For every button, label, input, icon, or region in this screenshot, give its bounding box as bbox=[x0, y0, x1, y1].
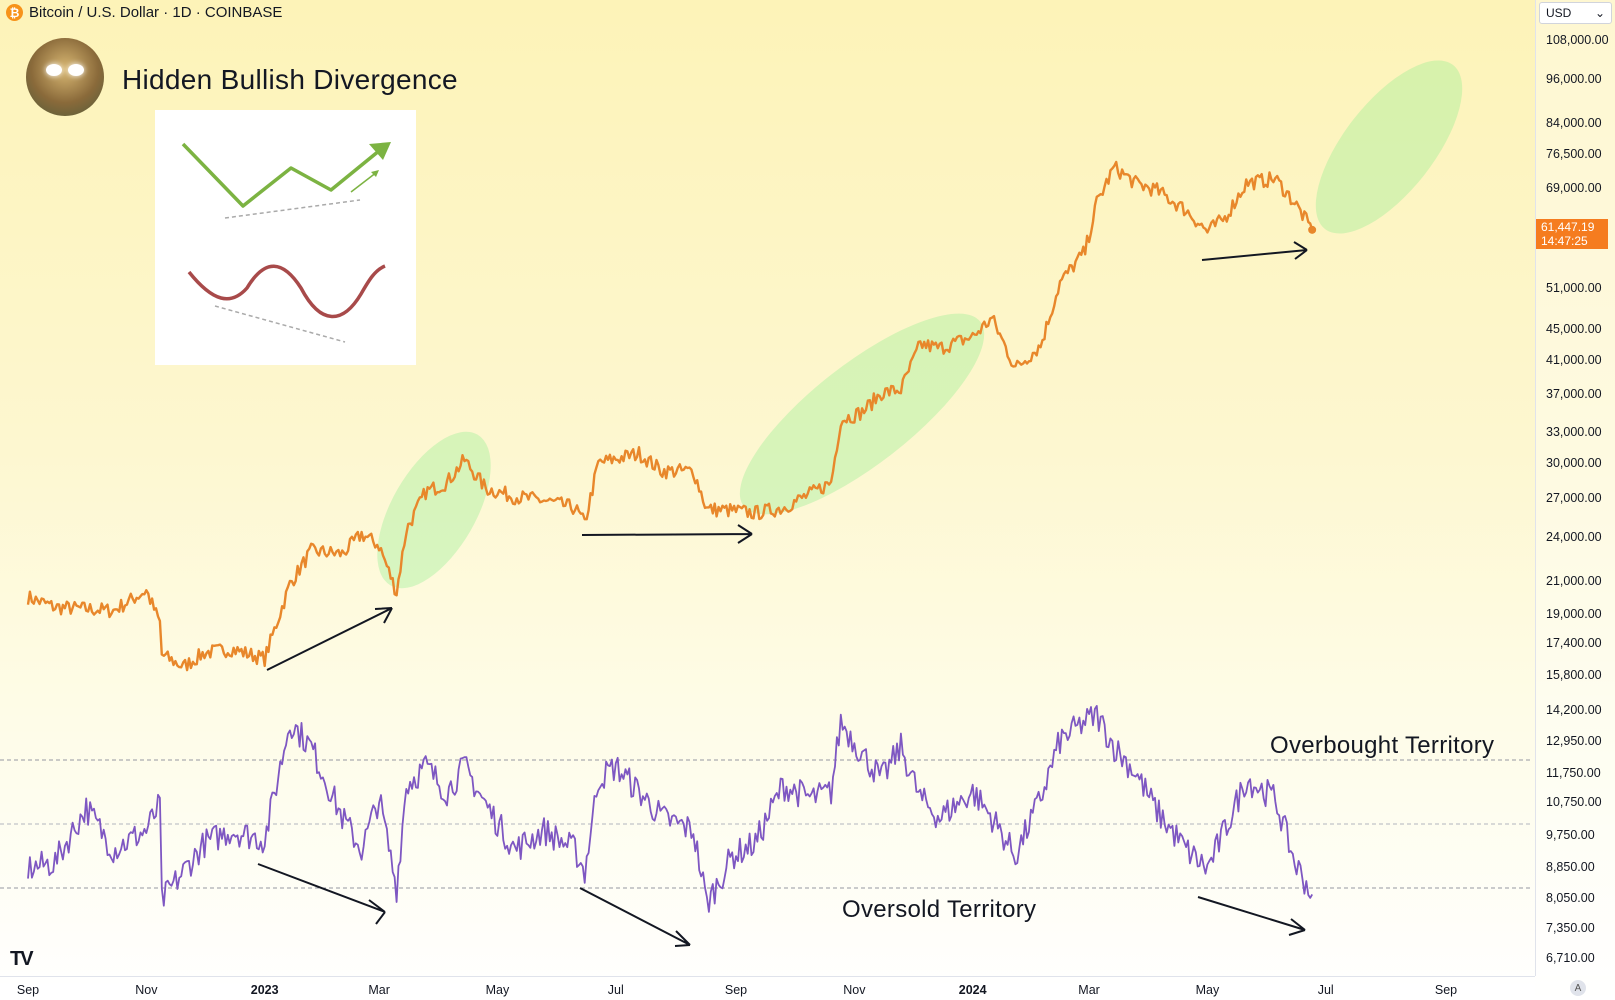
price-tick-label: 69,000.00 bbox=[1546, 181, 1602, 196]
price-tick-label: 10,750.00 bbox=[1546, 795, 1602, 810]
annotation-title: Hidden Bullish Divergence bbox=[122, 64, 458, 95]
diagram-small-arrowhead bbox=[371, 170, 379, 177]
arrow-rsi-2 bbox=[579, 887, 691, 947]
diagram-price-arrowhead bbox=[369, 142, 391, 160]
price-series bbox=[26, 160, 1317, 672]
price-tick-label: 8,050.00 bbox=[1546, 890, 1595, 905]
time-tick-label: Mar bbox=[1078, 983, 1100, 997]
arrow-rsi-1 bbox=[257, 863, 386, 925]
author-avatar bbox=[26, 38, 104, 116]
tradingview-logo[interactable]: TV bbox=[10, 948, 34, 970]
price-tick-label: 17,400.00 bbox=[1546, 636, 1602, 651]
price-tick-label: 21,000.00 bbox=[1546, 574, 1602, 589]
price-tick-label: 6,710.00 bbox=[1546, 951, 1595, 965]
price-tick-label: 76,500.00 bbox=[1546, 146, 1602, 161]
time-tick-label: 2023 bbox=[250, 983, 279, 997]
bitcoin-icon: ₿ bbox=[6, 4, 23, 21]
time-tick-label: Mar bbox=[368, 983, 390, 997]
diagram-small-arrow bbox=[350, 171, 378, 193]
price-tick-label: 14,200.00 bbox=[1546, 703, 1602, 718]
price-tick-label: 8,850.00 bbox=[1546, 859, 1595, 874]
chevron-down-icon: ⌄ bbox=[1594, 6, 1605, 20]
price-tick-label: 51,000.00 bbox=[1546, 280, 1602, 295]
avatar-eye-icon bbox=[46, 64, 62, 76]
arrow-price-3 bbox=[1201, 241, 1308, 261]
currency-select[interactable]: USD ⌄ bbox=[1539, 2, 1612, 24]
diagram-oscillator-line bbox=[187, 264, 386, 319]
time-tick-label: Nov bbox=[843, 983, 866, 997]
divergence-diagram-svg bbox=[181, 142, 391, 343]
auto-scale-button[interactable]: A bbox=[1570, 980, 1586, 996]
symbol-title: Bitcoin / U.S. Dollar · 1D · COINBASE bbox=[29, 4, 283, 21]
time-axis[interactable]: Sep Nov 2023 Mar May Jul Sep Nov 2024 Mar May Jul Se… bbox=[0, 976, 1535, 1000]
price-line bbox=[26, 160, 1314, 672]
time-tick-label: Sep bbox=[724, 983, 748, 997]
price-tick-label: 30,000.00 bbox=[1546, 456, 1602, 471]
time-tick-label: Nov bbox=[135, 983, 158, 997]
divergence-diagram bbox=[155, 110, 416, 365]
price-tick-label: 96,000.00 bbox=[1546, 71, 1602, 86]
price-tick-label: 11,750.00 bbox=[1546, 765, 1601, 780]
price-tick-label: 84,000.00 bbox=[1546, 116, 1602, 131]
currency-value: USD bbox=[1546, 6, 1572, 20]
last-price-dot bbox=[1308, 225, 1317, 234]
price-tick-label: 9,750.00 bbox=[1546, 827, 1595, 842]
bar-countdown: 14:47:25 bbox=[1541, 234, 1588, 248]
price-tick-label: 7,350.00 bbox=[1546, 920, 1595, 935]
plot-area[interactable]: ₿ Bitcoin / U.S. Dollar · 1D · COINBASE … bbox=[0, 0, 1535, 976]
price-tick-label: 37,000.00 bbox=[1546, 386, 1602, 401]
last-price-value: 61,447.19 bbox=[1541, 220, 1595, 234]
oversold-label: Oversold Territory bbox=[842, 896, 1037, 923]
diagram-oscillator-trendline bbox=[214, 305, 346, 343]
price-tick-label: 33,000.00 bbox=[1546, 424, 1602, 439]
price-axis[interactable]: 108,000.00 96,000.00 84,000.00 76,500.00 69,… bbox=[1535, 0, 1615, 976]
highlight-ellipse-1 bbox=[377, 431, 491, 589]
last-price-label: 61,447.19 14:47:25 bbox=[1536, 219, 1608, 249]
time-tick-label: 2024 bbox=[958, 983, 987, 997]
price-tick-label: 41,000.00 bbox=[1546, 353, 1602, 367]
rsi-series bbox=[27, 705, 1313, 913]
avatar-eye-icon bbox=[68, 64, 84, 76]
plot-svg bbox=[0, 60, 1530, 947]
highlight-ellipse-3 bbox=[1315, 60, 1463, 234]
time-tick-label: Jul bbox=[1317, 983, 1334, 997]
price-tick-label: 12,950.00 bbox=[1546, 733, 1602, 748]
price-tick-label: 45,000.00 bbox=[1546, 322, 1602, 337]
arrow-price-1 bbox=[266, 607, 393, 671]
overbought-label: Overbought Territory bbox=[1270, 732, 1495, 759]
arrow-rsi-3 bbox=[1197, 896, 1306, 936]
diagram-price-line bbox=[181, 142, 387, 208]
rsi-line bbox=[27, 705, 1313, 913]
arrow-price-2 bbox=[581, 524, 753, 544]
price-tick-label: 24,000.00 bbox=[1546, 529, 1602, 544]
time-tick-label: May bbox=[1195, 983, 1220, 997]
diagram-price-trendline bbox=[224, 199, 361, 219]
divergence-arrows bbox=[257, 241, 1308, 947]
price-tick-label: 19,000.00 bbox=[1546, 607, 1602, 622]
symbol-header[interactable]: ₿ Bitcoin / U.S. Dollar · 1D · COINBASE bbox=[6, 4, 282, 21]
price-tick-label: 27,000.00 bbox=[1546, 491, 1602, 506]
price-tick-label: 15,800.00 bbox=[1546, 668, 1602, 683]
time-tick-label: May bbox=[485, 983, 510, 997]
time-tick-label: Sep bbox=[16, 983, 40, 997]
price-tick-label: 108,000.00 bbox=[1546, 33, 1609, 47]
time-tick-label: Jul bbox=[607, 983, 624, 997]
time-tick-label: Sep bbox=[1434, 983, 1458, 997]
